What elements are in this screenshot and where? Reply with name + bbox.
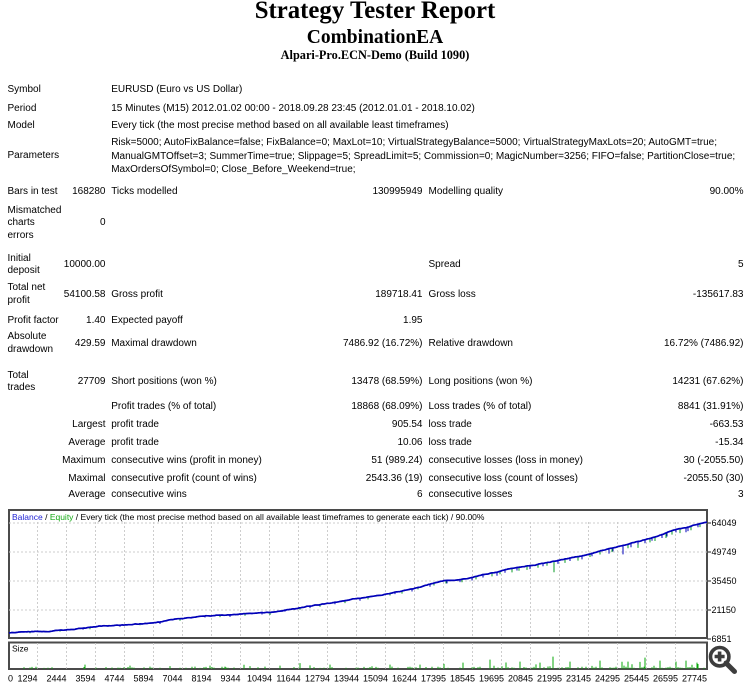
svg-text:Size: Size (12, 643, 29, 653)
svg-text:27745: 27745 (682, 674, 707, 684)
svg-text:18545: 18545 (450, 674, 475, 684)
svg-text:23145: 23145 (566, 674, 591, 684)
svg-text:15094: 15094 (363, 674, 388, 684)
svg-text:12794: 12794 (305, 674, 330, 684)
svg-text:6851: 6851 (712, 634, 732, 644)
svg-text:49749: 49749 (712, 547, 737, 557)
svg-text:26595: 26595 (653, 674, 678, 684)
svg-text:24295: 24295 (595, 674, 620, 684)
svg-text:16244: 16244 (392, 674, 417, 684)
svg-text:Balance / Equity / Every tick: Balance / Equity / Every tick (the most … (12, 512, 485, 522)
svg-text:4744: 4744 (104, 674, 124, 684)
svg-text:5894: 5894 (133, 674, 153, 684)
svg-text:19695: 19695 (479, 674, 504, 684)
svg-text:25445: 25445 (624, 674, 649, 684)
svg-text:7044: 7044 (162, 674, 182, 684)
svg-text:0: 0 (8, 674, 13, 684)
svg-text:64049: 64049 (712, 518, 737, 528)
svg-text:8194: 8194 (191, 674, 211, 684)
svg-text:21150: 21150 (712, 605, 736, 615)
svg-text:17395: 17395 (421, 674, 446, 684)
svg-text:11644: 11644 (276, 674, 300, 684)
svg-text:2444: 2444 (46, 674, 66, 684)
svg-text:35450: 35450 (712, 576, 737, 586)
svg-text:3594: 3594 (75, 674, 95, 684)
svg-text:10494: 10494 (247, 674, 272, 684)
svg-text:9344: 9344 (220, 674, 240, 684)
svg-text:1294: 1294 (17, 674, 37, 684)
svg-text:20845: 20845 (508, 674, 533, 684)
svg-text:13944: 13944 (334, 674, 359, 684)
svg-text:21995: 21995 (537, 674, 562, 684)
